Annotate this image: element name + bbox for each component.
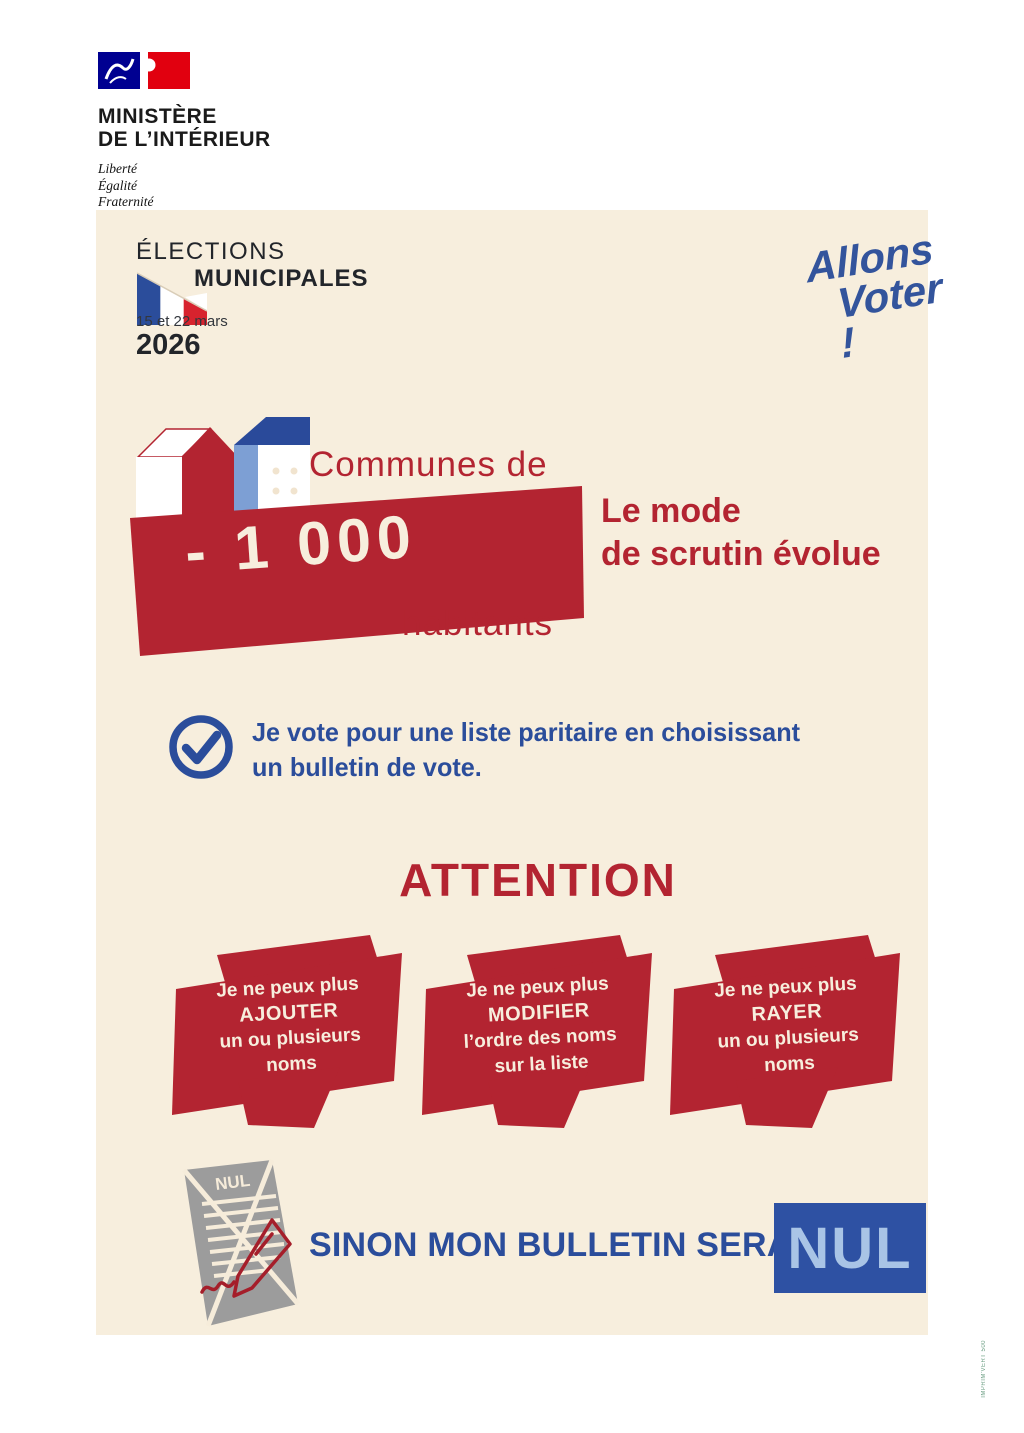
hero-headline: Le mode de scrutin évolue bbox=[601, 490, 881, 575]
elections-title-line1: ÉLECTIONS bbox=[136, 238, 286, 265]
warning-ribbon-ajouter: Je ne peux plus AJOUTER un ou plusieurs … bbox=[172, 933, 407, 1128]
poster-panel: ÉLECTIONS MUNICIPALES 15 et 22 mars 2026… bbox=[96, 210, 944, 1335]
motto-egalite: Égalité bbox=[98, 177, 137, 193]
hero-headline-line2: de scrutin évolue bbox=[601, 534, 881, 573]
allons-voter-line2: Voter ! bbox=[835, 263, 945, 367]
french-flag-icon bbox=[98, 52, 190, 89]
warning-ribbon-text: Je ne peux plus AJOUTER un ou plusieurs … bbox=[170, 969, 410, 1083]
ribbon-shape bbox=[670, 935, 900, 1128]
hero-kicker: Communes de bbox=[309, 445, 548, 484]
hero-headline-line1: Le mode bbox=[601, 492, 741, 530]
hero-unit: habitants bbox=[402, 604, 554, 643]
motto-liberte: Liberté bbox=[98, 161, 137, 177]
ballot-nul-label: NUL bbox=[214, 1171, 251, 1194]
nul-badge: NUL bbox=[774, 1203, 926, 1293]
allons-voter-logo: Allons Voter ! bbox=[804, 224, 948, 368]
elections-year: 2026 bbox=[136, 329, 201, 361]
elections-flag-icon bbox=[137, 271, 207, 325]
warning-ribbon-rayer: Je ne peux plus RAYER un ou plusieurs no… bbox=[670, 933, 905, 1128]
elections-title-line2: MUNICIPALES bbox=[194, 265, 369, 292]
red-pen-icon bbox=[200, 1218, 292, 1298]
elections-dates: 15 et 22 mars bbox=[136, 313, 228, 330]
footer-statement: SINON MON BULLETIN SERA bbox=[309, 1226, 792, 1264]
ribbon-shape bbox=[422, 935, 652, 1128]
hero-red-banner bbox=[130, 486, 584, 656]
lead-text: Je vote pour une liste paritaire en choi… bbox=[252, 715, 800, 785]
warning-title: ATTENTION bbox=[399, 854, 677, 906]
nul-ballot-illustration: NUL bbox=[182, 1159, 300, 1327]
ministry-name-line2: DE L’INTÉRIEUR bbox=[98, 128, 271, 152]
check-icon bbox=[169, 715, 233, 779]
print-credit: IMPRIM'VERT 500 bbox=[981, 1340, 987, 1398]
ministry-motto: Liberté Égalité Fraternité bbox=[98, 161, 358, 210]
ministry-name: MINISTÈRE DE L’INTÉRIEUR bbox=[98, 105, 358, 151]
warning-ribbon-modifier: Je ne peux plus MODIFIER l’ordre des nom… bbox=[422, 933, 657, 1128]
lead-text-line2: un bulletin de vote. bbox=[252, 752, 482, 783]
ribbon-shape bbox=[172, 935, 402, 1128]
ministry-name-line1: MINISTÈRE bbox=[98, 105, 217, 128]
ministry-logo-block: MINISTÈRE DE L’INTÉRIEUR Liberté Égalité… bbox=[98, 52, 358, 211]
warning-ribbon-text: Je ne peux plus MODIFIER l’ordre des nom… bbox=[420, 969, 660, 1083]
warning-ribbon-text: Je ne peux plus RAYER un ou plusieurs no… bbox=[668, 969, 908, 1083]
lead-text-line1: Je vote pour une liste paritaire en choi… bbox=[252, 717, 801, 747]
motto-fraternite: Fraternité bbox=[98, 194, 154, 210]
